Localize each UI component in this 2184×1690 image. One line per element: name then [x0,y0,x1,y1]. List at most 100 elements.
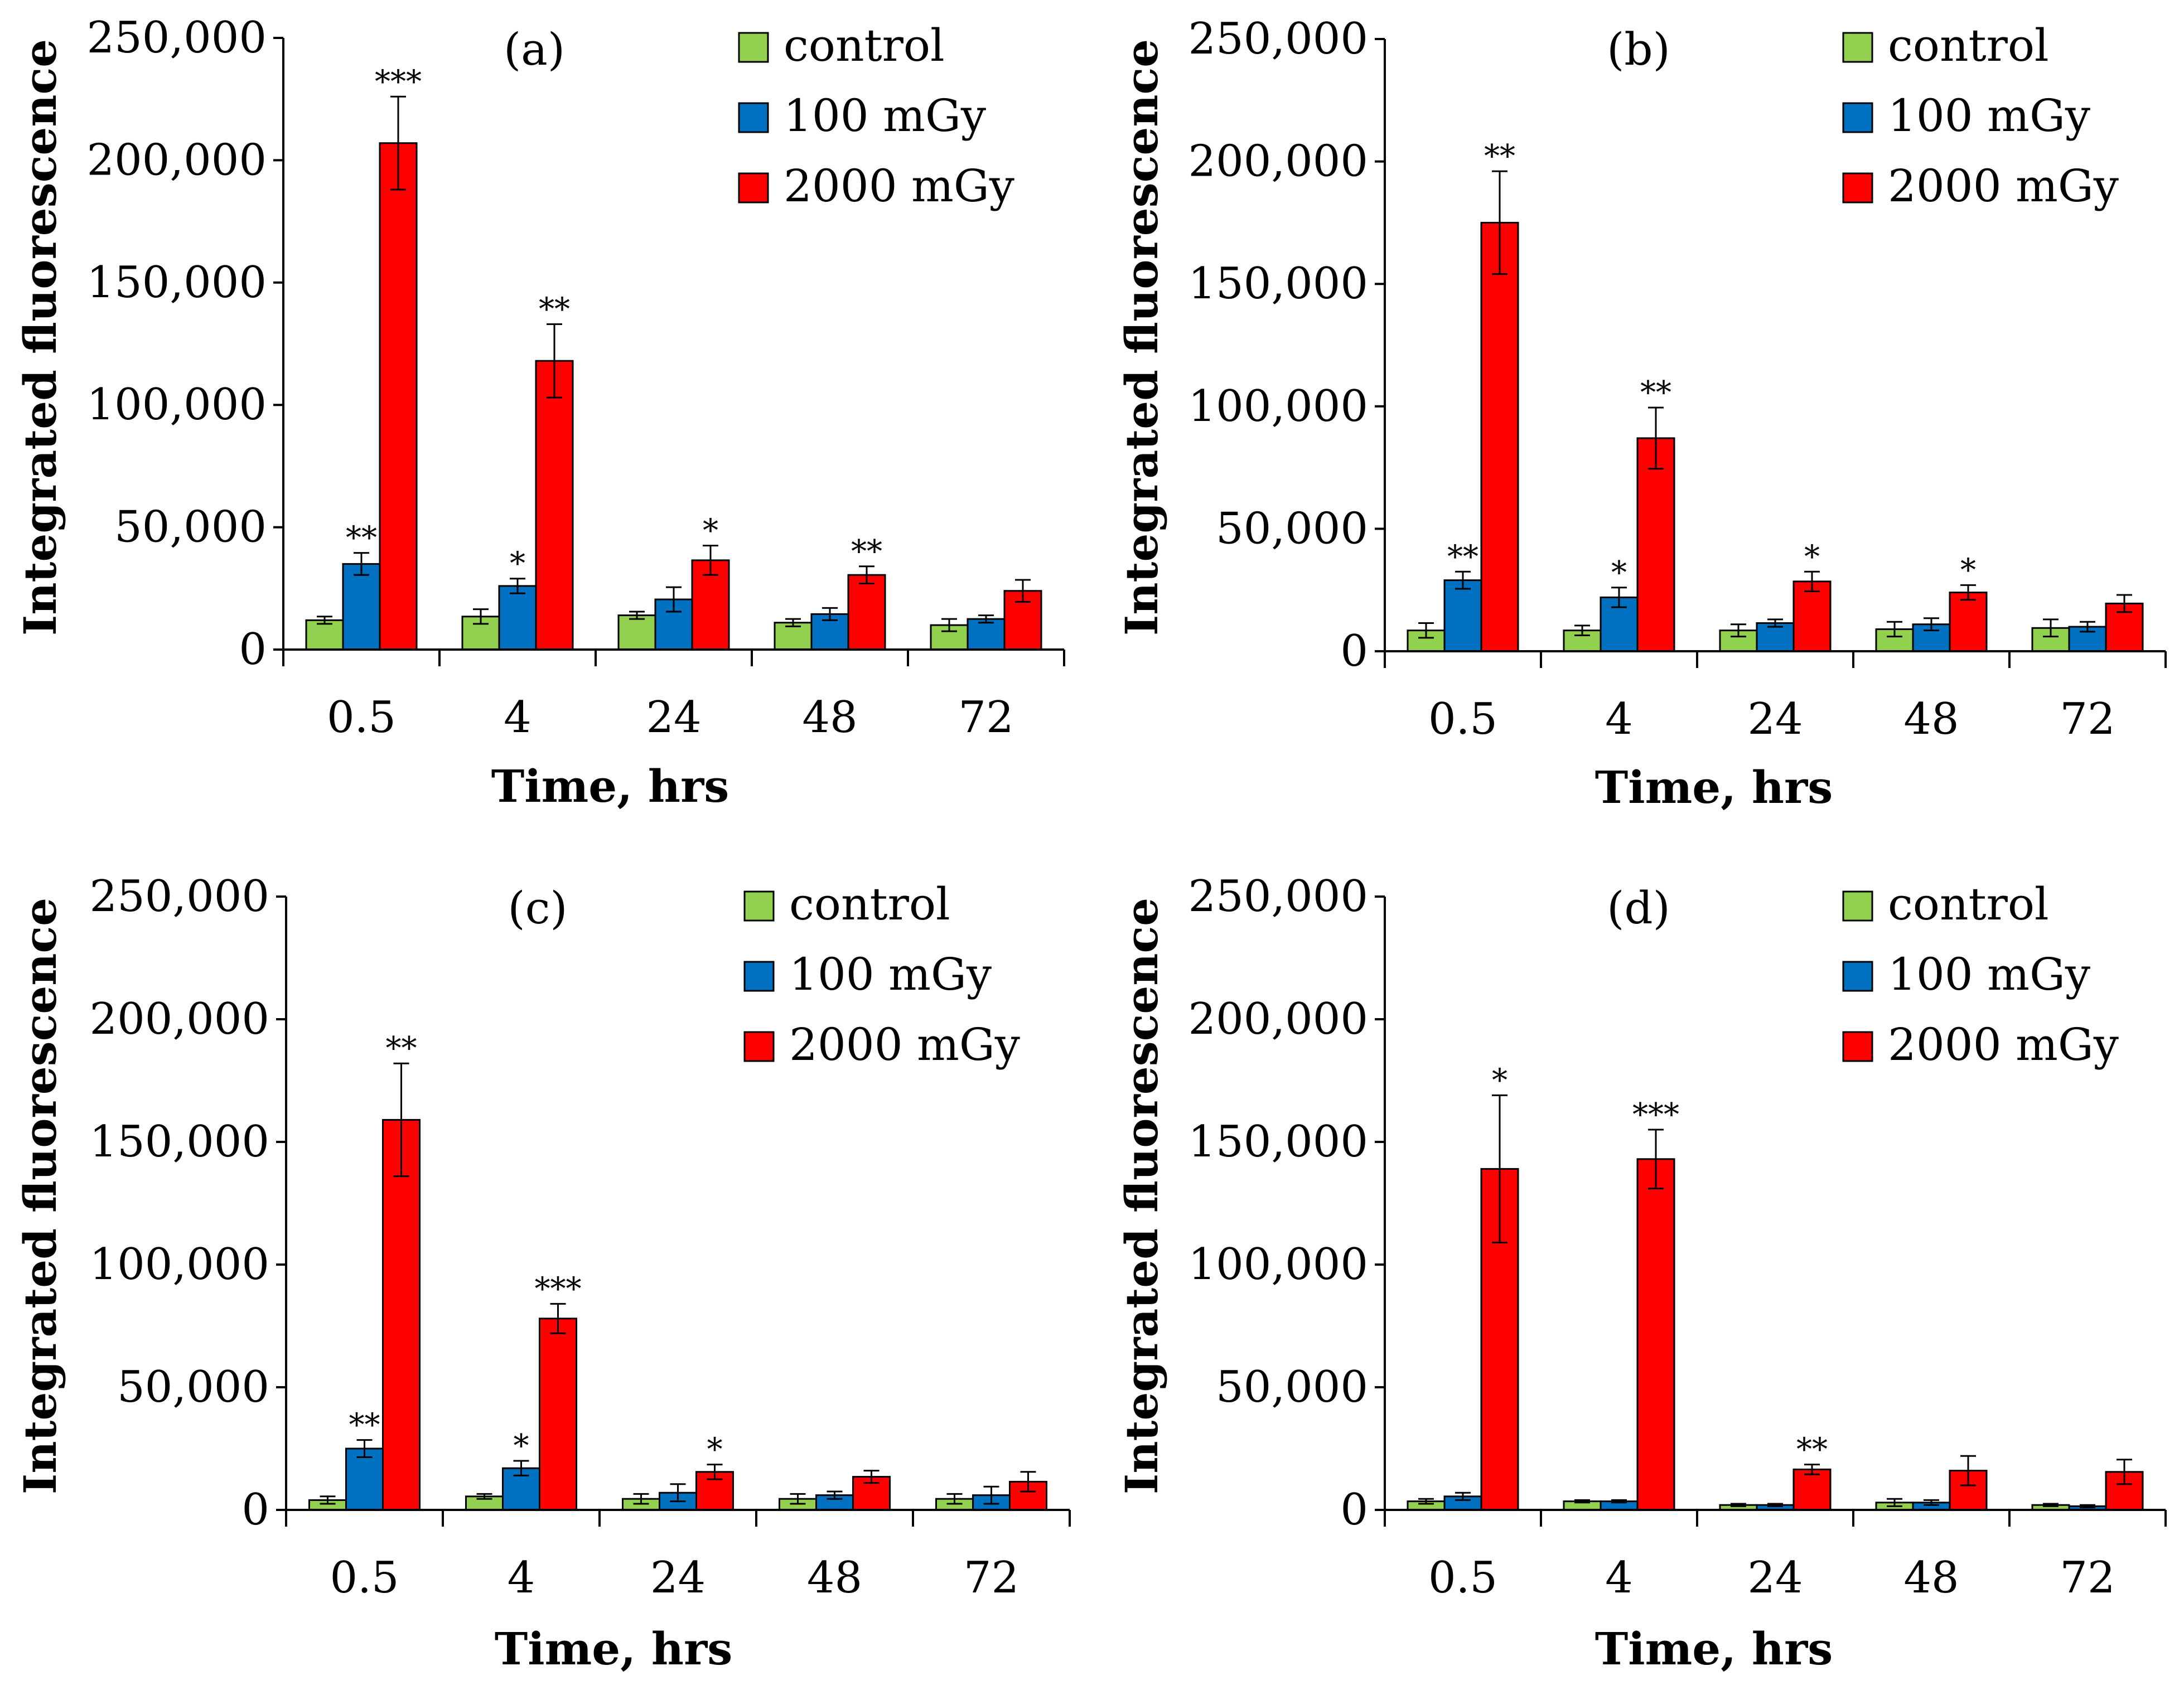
y-tick-label: 100,000 [1188,1239,1368,1290]
bar-2000-mgy [535,360,574,651]
legend-swatch-control [743,890,775,922]
plot-area-c: 050,000100,000150,000200,000250,000****0… [89,871,1071,1603]
y-tick-label: 250,000 [1188,14,1368,64]
y-tick-label: 50,000 [1216,503,1368,554]
legend-swatch-100-mgy [1842,102,1873,133]
bar-2000-mgy [1792,1468,1832,1511]
significance-marker: ** [1447,539,1478,575]
significance-marker: * [1611,555,1627,591]
legend-swatch-control [738,32,769,63]
legend: control 100 mGy 2000 mGy [1842,20,2119,212]
legend: control 100 mGy 2000 mGy [738,20,1014,212]
legend-label-2000-mgy: 2000 mGy [1888,160,2119,212]
bar-100-mgy [498,585,537,651]
x-tick-label: 0.5 [1428,1553,1497,1603]
y-axis-label: Integrated fluorescence [1115,39,1168,636]
x-axis-label: Time, hrs [1595,761,1833,813]
panel-b: Integrated fluorescence Time, hrs (b) co… [1115,14,2167,813]
significance-marker: ** [1796,1432,1828,1468]
plot-area-b: 050,000100,000150,000200,000250,000****0… [1188,14,2167,744]
plot-area-d: 0 50,000 100,000 150,000 200,000 250,000 * 0.5 *… [1188,871,2167,1603]
significance-marker: * [703,513,718,549]
significance-marker: * [707,1432,723,1468]
significance-marker: * [514,1428,529,1464]
y-tick-label: 0 [1340,1485,1368,1535]
y-axis-label: Integrated fluorescence [14,39,66,636]
y-tick-label: 0 [239,624,267,675]
x-tick-label: 72 [958,693,1013,743]
panel-c: Integrated fluorescence Time, hrs (c) co… [14,871,1071,1675]
x-tick-label: 24 [650,1553,706,1603]
significance-marker: ** [851,534,882,570]
y-tick-label: 250,000 [1188,871,1368,922]
x-tick-label: 48 [807,1553,862,1603]
y-tick-label: 200,000 [89,994,269,1044]
bar-control [617,614,656,651]
legend-label-control: control [1888,20,2049,71]
legend: control 100 mGy 2000 mGy [1842,878,2119,1071]
legend-swatch-2000-mgy [1842,1031,1873,1062]
y-tick-label: 200,000 [1188,994,1368,1044]
x-tick-label: 0.5 [330,1553,399,1603]
bar-2000-mgy [382,1118,421,1511]
y-tick-label: 100,000 [1188,381,1368,432]
x-tick-label: 24 [1747,694,1803,744]
y-tick-label: 50,000 [1216,1362,1368,1412]
significance-marker: * [510,546,525,582]
y-tick-label: 50,000 [114,502,267,553]
y-axis-label: Integrated fluorescence [14,898,66,1494]
significance-marker: *** [1632,1097,1679,1133]
x-axis-label: Time, hrs [1595,1623,1833,1675]
significance-marker: ** [349,1407,380,1444]
x-tick-label: 72 [2060,694,2115,744]
legend-label-control: control [784,20,945,71]
significance-marker: * [1804,539,1820,575]
x-tick-label: 48 [802,693,857,743]
significance-marker: ** [346,520,377,556]
legend-swatch-100-mgy [1842,961,1873,992]
bar-2000-mgy [1636,1158,1675,1511]
legend-label-2000-mgy: 2000 mGy [1888,1019,2119,1071]
legend-swatch-control [1842,890,1873,922]
panel-a: Integrated fluorescence Time, hrs (a) co… [14,13,1065,812]
bar-2000-mgy [1636,437,1675,652]
y-tick-label: 0 [241,1485,269,1535]
panel-label: (c) [508,882,567,934]
y-tick-label: 50,000 [117,1362,269,1412]
legend-label-2000-mgy: 2000 mGy [789,1019,1020,1071]
significance-marker: ** [1484,138,1515,175]
y-tick-label: 150,000 [1188,1117,1368,1167]
x-tick-label: 0.5 [1428,694,1497,744]
legend-label-2000-mgy: 2000 mGy [784,160,1014,212]
legend-label-100-mgy: 100 mGy [1888,948,2090,1000]
panel-label: (b) [1607,23,1670,75]
x-tick-label: 24 [1747,1553,1803,1603]
legend-swatch-100-mgy [743,961,775,992]
x-tick-label: 4 [508,1553,535,1603]
y-tick-label: 100,000 [86,380,267,430]
legend-swatch-2000-mgy [738,172,769,204]
bar-2000-mgy [379,142,418,651]
legend: control 100 mGy 2000 mGy [743,878,1020,1071]
x-tick-label: 72 [964,1553,1019,1603]
legend-label-control: control [1888,878,2049,930]
panel-d: Integrated fluorescence Time, hrs (d) co… [1115,871,2167,1675]
legend-swatch-control [1842,32,1873,63]
y-axis-label: Integrated fluorescence [1115,898,1168,1494]
y-tick-label: 150,000 [86,258,267,308]
x-tick-label: 48 [1903,694,1959,744]
bar-100-mgy [342,563,381,651]
y-tick-label: 200,000 [86,135,267,185]
x-tick-label: 72 [2060,1553,2115,1603]
significance-marker: * [1960,552,1976,588]
bar-2000-mgy [847,574,886,651]
x-tick-label: 48 [1903,1553,1959,1603]
legend-label-100-mgy: 100 mGy [789,948,992,1000]
x-axis-label: Time, hrs [491,760,729,812]
significance-marker: ** [539,291,570,327]
significance-marker: ** [386,1030,417,1067]
x-tick-label: 24 [646,693,701,743]
x-tick-label: 4 [1605,694,1633,744]
panel-label: (d) [1607,882,1670,934]
bar-2000-mgy [1949,592,1988,652]
